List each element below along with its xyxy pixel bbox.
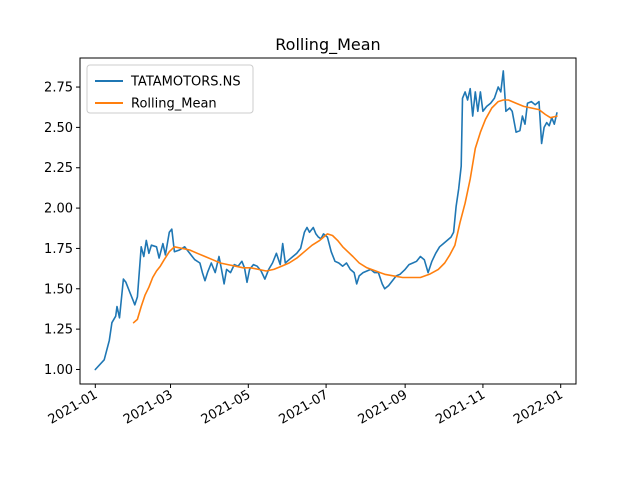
- chart-title: Rolling_Mean: [275, 35, 380, 55]
- series-line-rolling-mean: [132, 99, 558, 324]
- legend: TATAMOTORS.NS Rolling_Mean: [86, 64, 254, 114]
- y-tick-label: 2.25: [44, 161, 73, 176]
- x-tick-label: 2021-11: [433, 387, 488, 427]
- y-tick-label: 1.00: [44, 363, 73, 378]
- axes-frame: [79, 57, 577, 385]
- x-tick-label: 2021-05: [199, 387, 254, 427]
- y-tick-label: 1.75: [44, 242, 73, 257]
- x-tick-label: 2021-03: [121, 387, 176, 427]
- y-tick-label: 2.75: [44, 81, 73, 96]
- legend-label-tatamotors: TATAMOTORS.NS: [130, 75, 241, 90]
- y-tick-label: 2.00: [44, 202, 73, 217]
- y-tick-label: 1.25: [44, 323, 73, 338]
- x-tick-label: 2021-01: [46, 387, 101, 427]
- legend-label-rolling-mean: Rolling_Mean: [131, 97, 217, 112]
- legend-box: [86, 64, 254, 114]
- x-tick-label: 2022-01: [511, 387, 566, 427]
- y-tick-label: 1.50: [44, 282, 73, 297]
- x-tick-label: 2021-07: [277, 387, 332, 427]
- y-axis: 1.00 1.25 1.50 1.75 2.00 2.25 2.50 2.75: [44, 81, 80, 378]
- plot-lines: [94, 70, 558, 371]
- series-line-tatamotors-ns: [94, 70, 558, 371]
- y-tick-label: 2.50: [44, 121, 73, 136]
- x-tick-label: 2021-09: [356, 387, 411, 427]
- x-axis: 2021-01 2021-03 2021-05 2021-07 2021-09 2021-…: [46, 384, 566, 428]
